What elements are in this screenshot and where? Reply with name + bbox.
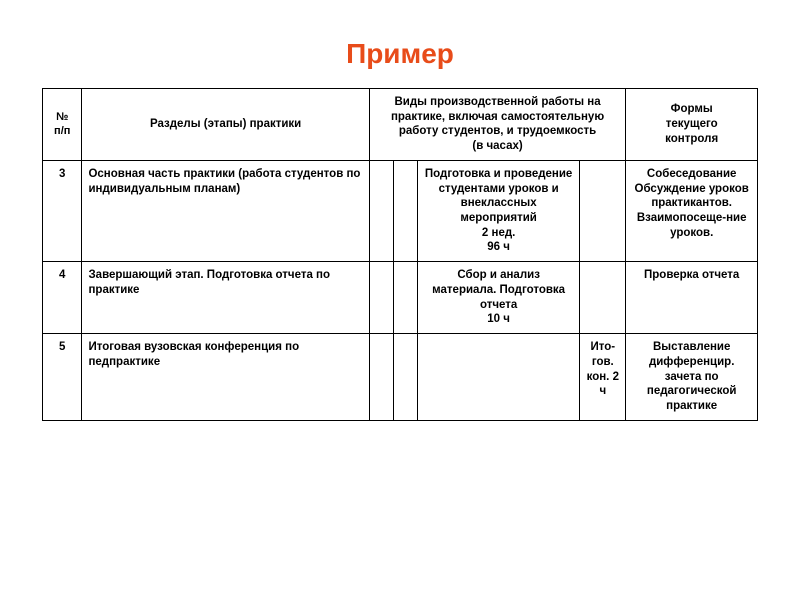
cell-work-2	[393, 160, 417, 261]
page-title: Пример	[42, 38, 758, 70]
cell-control: Собеседование Обсуждение уроков практика…	[626, 160, 758, 261]
cell-work-3	[417, 334, 579, 421]
cell-work-4: Ито-гов. кон. 2 ч	[580, 334, 626, 421]
col-header-num: № п/п	[43, 89, 82, 161]
cell-num: 3	[43, 160, 82, 261]
table-row: 5 Итоговая вузовская конференция по педп…	[43, 334, 758, 421]
table-body: 3 Основная часть практики (работа студен…	[43, 160, 758, 420]
table-row: 3 Основная часть практики (работа студен…	[43, 160, 758, 261]
practice-table: № п/п Разделы (этапы) практики Виды прои…	[42, 88, 758, 421]
cell-control: Проверка отчета	[626, 262, 758, 334]
cell-work-4	[580, 160, 626, 261]
table-header: № п/п Разделы (этапы) практики Виды прои…	[43, 89, 758, 161]
cell-section: Итоговая вузовская конференция по педпра…	[82, 334, 369, 421]
col-header-work: Виды производственной работы на практике…	[369, 89, 626, 161]
cell-work-3: Сбор и анализ материала. Подготовка отче…	[417, 262, 579, 334]
cell-work-3: Подготовка и проведение студентами уроко…	[417, 160, 579, 261]
page: Пример № п/п Разделы (этапы) практики Ви…	[0, 0, 800, 421]
cell-work-1	[369, 262, 393, 334]
cell-work-2	[393, 334, 417, 421]
cell-num: 5	[43, 334, 82, 421]
cell-num: 4	[43, 262, 82, 334]
cell-work-4	[580, 262, 626, 334]
cell-section: Основная часть практики (работа студенто…	[82, 160, 369, 261]
table-row: 4 Завершающий этап. Подготовка отчета по…	[43, 262, 758, 334]
col-header-section: Разделы (этапы) практики	[82, 89, 369, 161]
cell-work-2	[393, 262, 417, 334]
cell-work-1	[369, 160, 393, 261]
col-header-control: Формы текущего контроля	[626, 89, 758, 161]
cell-section: Завершающий этап. Подготовка отчета по п…	[82, 262, 369, 334]
cell-work-1	[369, 334, 393, 421]
cell-control: Выставление дифференцир. зачета по педаг…	[626, 334, 758, 421]
